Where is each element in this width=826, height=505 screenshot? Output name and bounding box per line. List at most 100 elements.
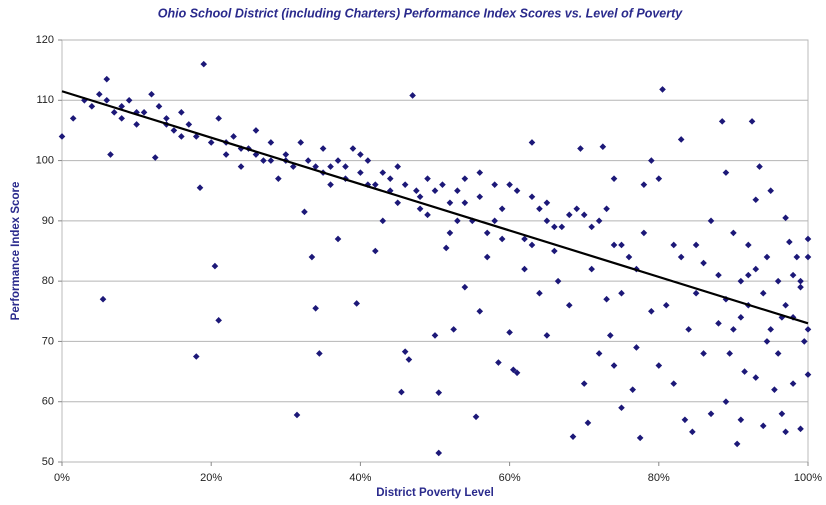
point (763, 253, 771, 261)
point (483, 253, 491, 261)
point (178, 133, 185, 140)
point (692, 241, 700, 249)
point (707, 217, 715, 225)
point (353, 300, 360, 307)
point (316, 350, 323, 357)
point (767, 326, 774, 333)
point (446, 229, 454, 237)
point (349, 145, 357, 152)
y-tick-label: 70 (42, 335, 54, 347)
point (125, 96, 133, 104)
y-tick-label: 120 (36, 34, 54, 46)
point (580, 211, 588, 219)
point (804, 253, 812, 261)
point (58, 133, 66, 140)
point (618, 404, 625, 412)
point (700, 259, 707, 267)
point (771, 386, 778, 393)
point (308, 253, 316, 261)
point (804, 371, 812, 378)
point (476, 307, 484, 315)
point (506, 181, 513, 188)
point (327, 163, 334, 170)
point (778, 410, 786, 418)
point (577, 145, 584, 152)
point (461, 175, 469, 182)
point (565, 211, 573, 219)
point (103, 96, 111, 104)
point (521, 265, 528, 273)
point (718, 118, 726, 125)
point (215, 317, 222, 324)
point (342, 163, 349, 170)
x-tick-label: 100% (794, 472, 822, 484)
y-tick-label: 80 (42, 275, 54, 287)
point (357, 169, 364, 176)
point (670, 241, 678, 249)
point (722, 398, 730, 406)
point (610, 241, 618, 249)
point (551, 223, 558, 231)
point (118, 115, 125, 122)
point (521, 235, 528, 243)
point (416, 205, 424, 213)
point (677, 136, 685, 143)
point (722, 169, 730, 176)
point (319, 145, 327, 152)
point (692, 289, 700, 297)
point (207, 139, 215, 146)
point (416, 193, 424, 201)
point (107, 151, 114, 158)
point (625, 253, 633, 261)
point (327, 181, 334, 188)
point (648, 307, 655, 315)
y-axis-title: Performance Index Score (10, 182, 22, 321)
x-tick-label: 20% (200, 472, 222, 484)
point (69, 115, 77, 122)
point (569, 433, 577, 440)
point (163, 115, 170, 122)
point (394, 163, 401, 170)
point (140, 109, 148, 116)
point (599, 143, 607, 151)
point (170, 127, 178, 134)
x-tick-label: 0% (54, 472, 70, 484)
point (759, 289, 767, 297)
point (252, 151, 260, 158)
point (670, 380, 678, 387)
point (282, 151, 290, 158)
point (618, 289, 625, 297)
point (551, 247, 558, 255)
point (442, 244, 450, 252)
point (510, 366, 517, 374)
point (804, 235, 812, 243)
point (536, 289, 543, 297)
point (767, 187, 774, 195)
point (357, 151, 364, 158)
point (431, 332, 439, 339)
point (745, 241, 752, 249)
y-tick-label: 90 (42, 215, 54, 227)
point (774, 277, 782, 285)
point (528, 241, 536, 249)
point (543, 199, 551, 207)
point (782, 301, 789, 309)
point (103, 75, 111, 83)
point (655, 362, 663, 369)
point (155, 103, 163, 110)
point (88, 103, 96, 110)
point (677, 253, 685, 261)
point (536, 205, 543, 213)
point (633, 344, 640, 351)
point (745, 271, 752, 279)
point (334, 235, 342, 243)
point (293, 411, 301, 419)
x-axis-title: District Poverty Level (376, 487, 494, 499)
y-tick-label: 60 (42, 396, 54, 408)
x-tick-label: 60% (499, 472, 521, 484)
point (610, 362, 618, 369)
point (584, 419, 592, 427)
point (730, 326, 737, 333)
point (565, 301, 573, 309)
